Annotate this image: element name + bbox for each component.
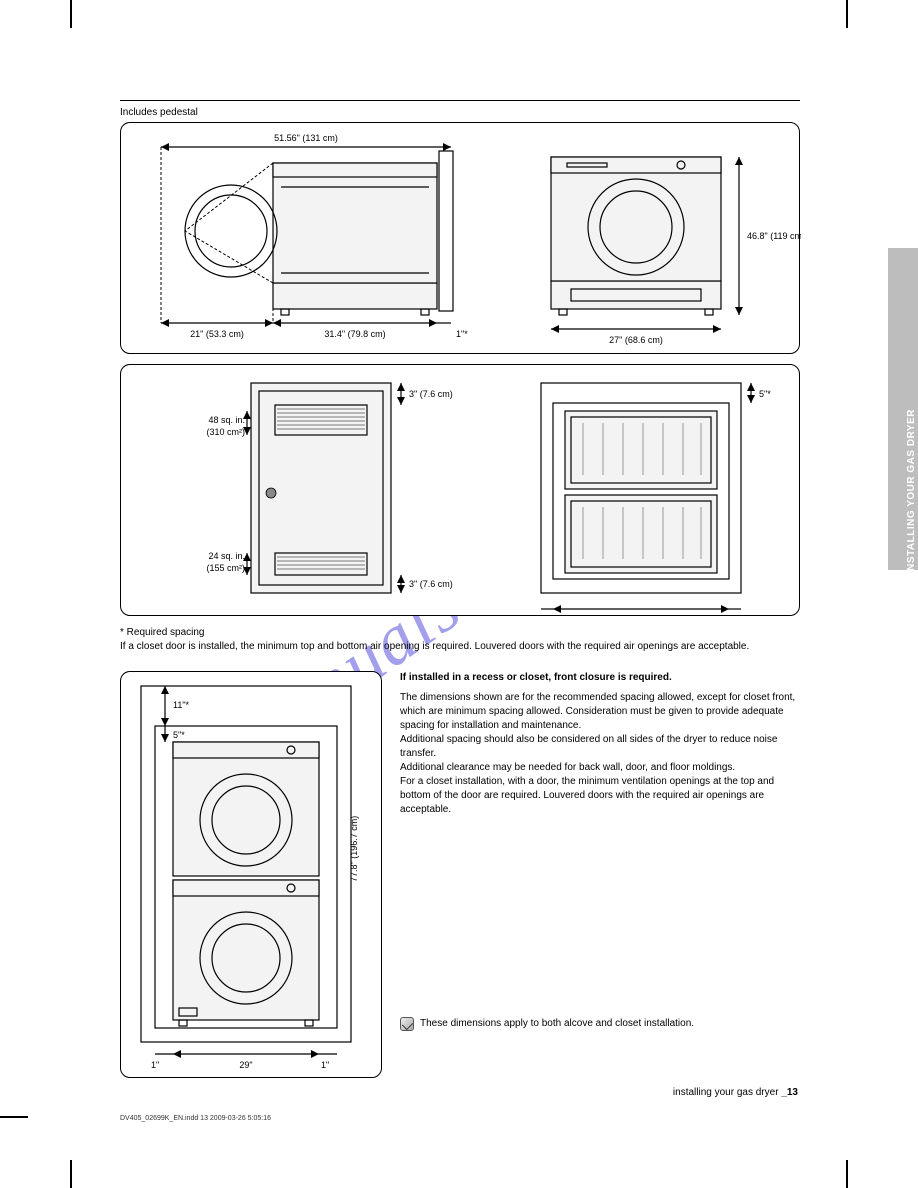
dim-top-clear: 11"* (173, 700, 190, 710)
page-number: installing your gas dryer _13 (673, 1087, 798, 1098)
crop-mark (0, 1116, 28, 1118)
crop-mark (70, 0, 72, 28)
dim-stack-height: 77.8" (196.7 cm) (349, 816, 359, 882)
crop-mark (70, 1160, 72, 1188)
dim-vent-gap-top: 3" (7.6 cm) (409, 389, 453, 399)
dim-height: 46.8" (119 cm) (747, 231, 801, 241)
section-tab-label: 02 INSTALLING YOUR GAS DRYER (907, 409, 918, 590)
dim-vent-gap-bot: 3" (7.6 cm) (409, 579, 453, 589)
dim-door-radius: 21" (53.3 cm) (190, 329, 244, 339)
dim-stack-width: 29" (239, 1060, 252, 1070)
page-content: Includes pedestal 51.56" (131 cm) (120, 100, 800, 1078)
dim-body-depth: 31.4" (79.8 cm) (324, 329, 385, 339)
dim-depth-total: 51.56" (131 cm) (274, 133, 338, 143)
dim-stack-side-l: 1" (151, 1060, 159, 1070)
dim-width: 27" (68.6 cm) (609, 335, 663, 345)
fig1-caption-left: Includes pedestal (120, 107, 198, 118)
dim-vent-area-bot-a: 24 sq. in. (208, 551, 245, 561)
dim-wall-clear: 1"* (456, 329, 468, 339)
figure-pedestal-dimensions: 51.56" (131 cm) 21" (53.3 cm) (120, 122, 800, 354)
footer-imprint: DV405_02699K_EN.indd 13 2009-03-26 5:05:… (120, 1115, 271, 1122)
stacked-paragraph: The dimensions shown are for the recomme… (400, 691, 800, 817)
dim-vent-area-top-b: (310 cm²) (206, 427, 245, 437)
note-icon (400, 1017, 414, 1031)
note-row: These dimensions apply to both alcove an… (400, 1017, 800, 1031)
crop-mark (846, 0, 848, 28)
stacked-title: If installed in a recess or closet, fron… (400, 671, 800, 685)
dim-stack-side-r: 1" (321, 1060, 329, 1070)
dim-back-clear: 5"* (173, 730, 185, 740)
section-tab: 02 INSTALLING YOUR GAS DRYER (888, 248, 918, 570)
crop-mark (846, 1160, 848, 1188)
dim-back-clear-top: 5"* (759, 389, 771, 399)
dim-vent-area-bot-b: (155 cm²) (206, 563, 245, 573)
figure-closet-ventilation: 3" (7.6 cm) 48 sq. in. (310 cm²) 3" (7.6… (120, 364, 800, 616)
figure-stacked-recess: 11"* 5"* (120, 671, 382, 1078)
stacked-description: If installed in a recess or closet, fron… (400, 671, 800, 1031)
dim-vent-area-top-a: 48 sq. in. (208, 415, 245, 425)
header-rule (120, 100, 800, 101)
closet-door-note: * Required spacing If a closet door is i… (120, 626, 800, 653)
note-text: These dimensions apply to both alcove an… (420, 1017, 694, 1031)
